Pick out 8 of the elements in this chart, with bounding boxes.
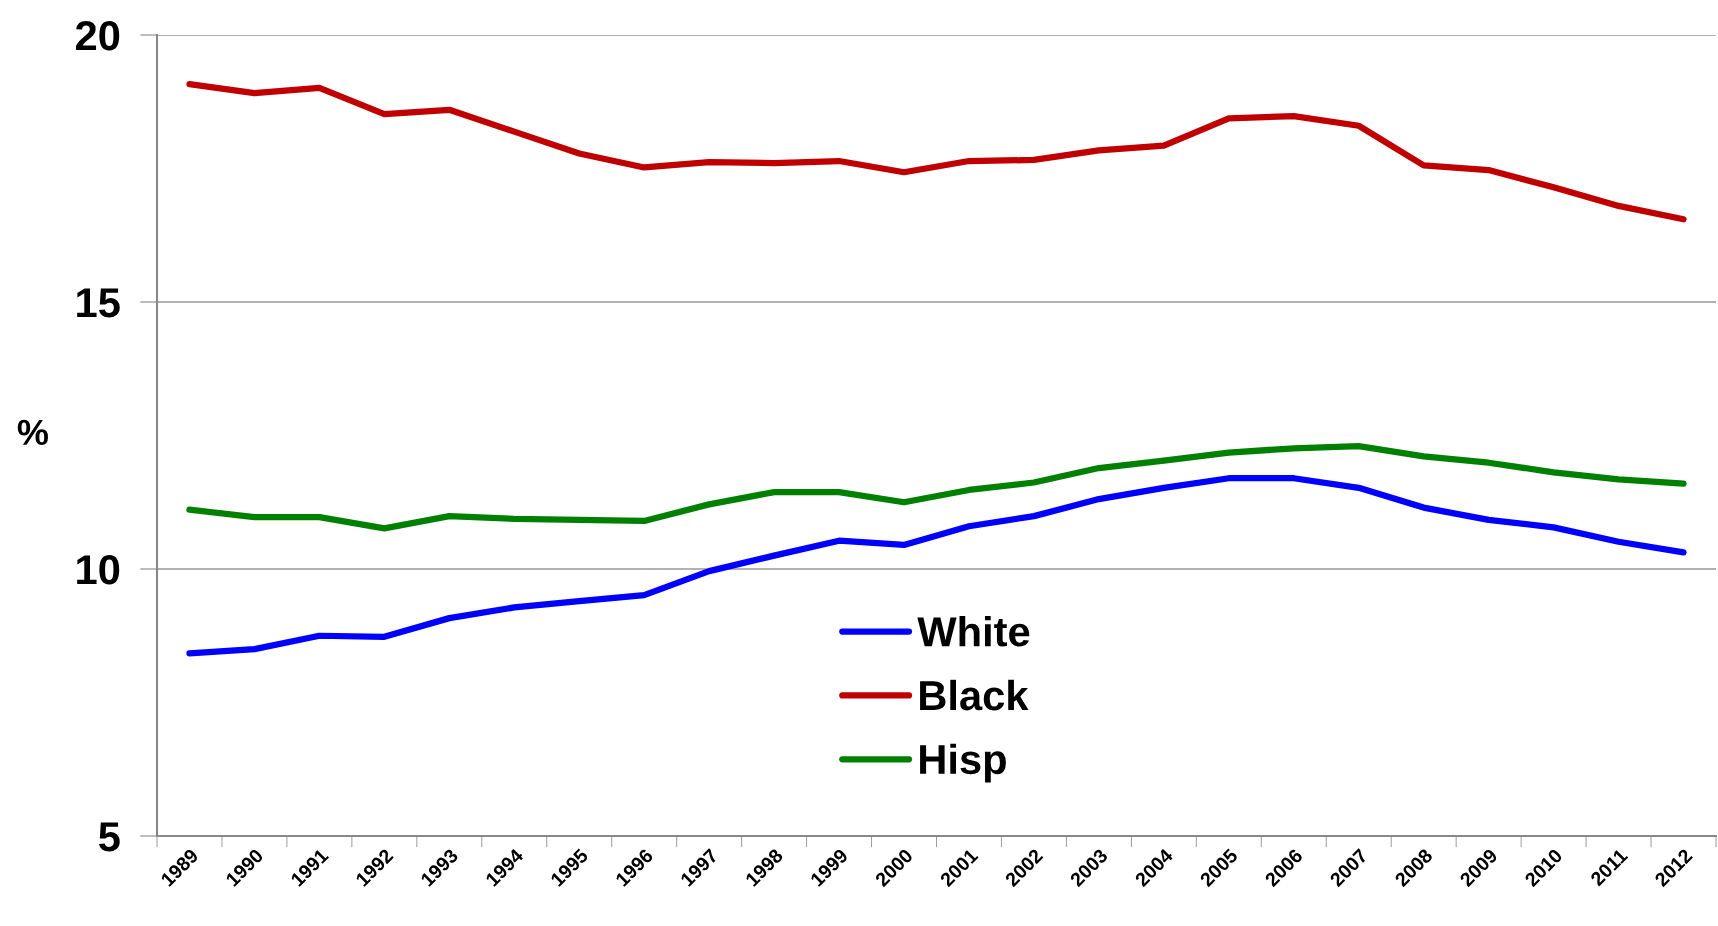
- y-tick-label: 5: [99, 822, 120, 852]
- y-tick-label: 20: [75, 21, 120, 51]
- legend-label: White: [917, 615, 1030, 647]
- legend-label: Hisp: [920, 743, 1006, 783]
- y-tick-label: 15: [77, 288, 120, 318]
- legend-label: Black: [920, 679, 1029, 711]
- y-tick-label: 10: [77, 555, 120, 585]
- y-axis-title: %: [17, 419, 48, 446]
